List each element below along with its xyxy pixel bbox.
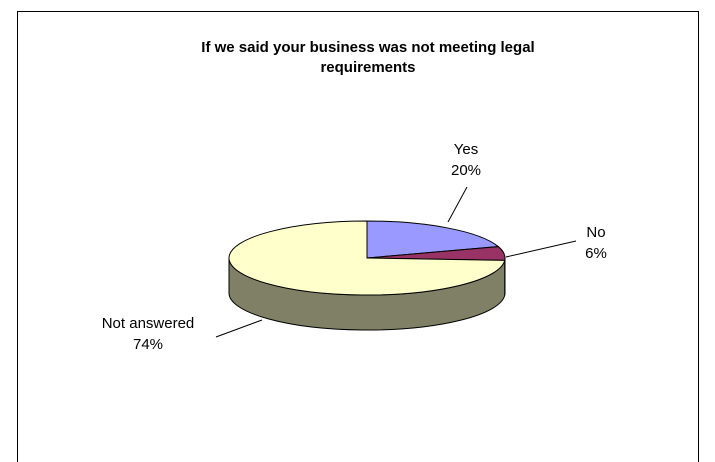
leader-line: [505, 240, 577, 258]
chart-title: If we said your business was not meeting…: [201, 39, 535, 76]
slice-value-label: 74%: [133, 336, 163, 353]
slice-label: Yes: [454, 141, 478, 158]
slice-value-label: 20%: [451, 162, 481, 179]
pie-slice: [366, 220, 500, 259]
slice-label: Not answered: [102, 315, 195, 332]
leader-line: [447, 186, 468, 223]
chart-frame: [17, 11, 699, 462]
slice-value-label: 6%: [585, 245, 607, 262]
leader-line: [215, 319, 263, 338]
slice-label: No: [586, 224, 605, 241]
pie-slice: [228, 220, 506, 296]
